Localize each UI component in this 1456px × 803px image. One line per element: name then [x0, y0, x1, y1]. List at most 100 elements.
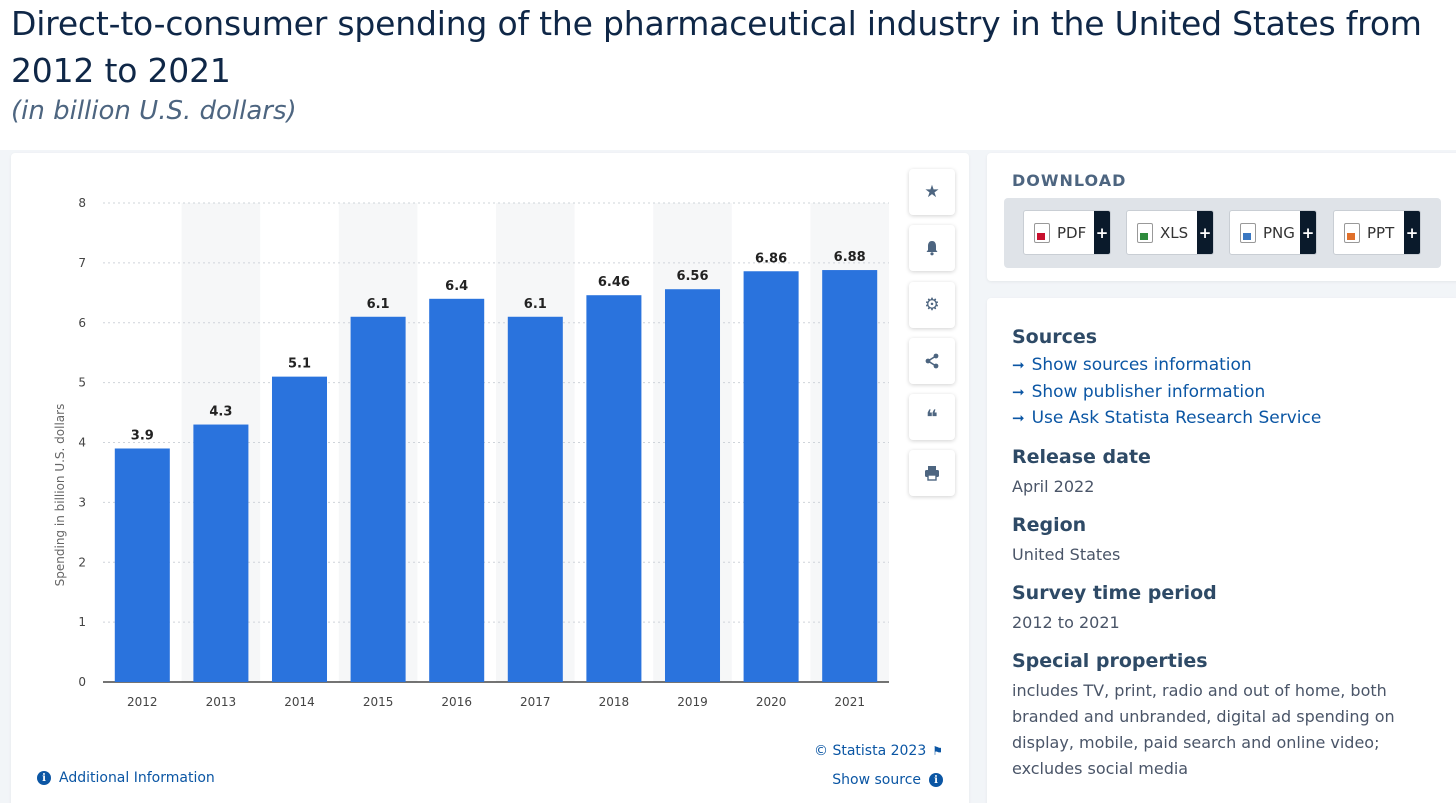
bell-icon [926, 241, 938, 256]
region-heading: Region [1012, 514, 1087, 536]
y-tick-label: 7 [78, 256, 86, 270]
x-tick-label: 2016 [441, 695, 472, 709]
show-source-label: Show source [832, 772, 921, 788]
info-icon: i [929, 773, 943, 787]
bar-value-label: 6.1 [524, 297, 547, 312]
y-axis-title: Spending in billion U.S. dollars [53, 404, 67, 587]
additional-information-label: Additional Information [59, 770, 215, 786]
release-date-section: Release date April 2022 [1012, 446, 1452, 500]
star-icon: ★ [924, 182, 940, 202]
bar-value-label: 6.86 [755, 251, 787, 266]
share-button[interactable] [909, 338, 955, 384]
plus-icon[interactable]: + [1300, 211, 1316, 254]
bar-value-label: 6.4 [445, 279, 468, 294]
bar-value-label: 3.9 [131, 428, 154, 443]
y-tick-label: 5 [78, 376, 86, 390]
y-tick-label: 0 [78, 675, 86, 689]
print-button[interactable] [909, 450, 955, 496]
x-tick-label: 2014 [284, 695, 315, 709]
y-tick-label: 3 [78, 495, 86, 509]
download-png-label: PNG [1263, 223, 1295, 242]
pdf-file-icon [1034, 222, 1050, 243]
x-tick-label: 2018 [599, 695, 630, 709]
page-subtitle: (in billion U.S. dollars) [11, 96, 297, 126]
download-title: DOWNLOAD [1012, 171, 1127, 190]
bar[interactable] [193, 424, 249, 682]
statista-credit[interactable]: © Statista 2023 ⚑ [814, 743, 943, 759]
link-label: Show sources information [1031, 355, 1252, 376]
x-tick-label: 2020 [756, 695, 787, 709]
bar[interactable] [114, 448, 170, 682]
bar-value-label: 5.1 [288, 357, 311, 372]
link-label: Use Ask Statista Research Service [1031, 408, 1322, 429]
x-tick-label: 2015 [363, 695, 394, 709]
sources-section: Sources ➞ Show sources information ➞ Sho… [1012, 326, 1452, 432]
cite-button[interactable]: ❝ [909, 394, 955, 440]
settings-button[interactable]: ⚙ [909, 282, 955, 328]
quote-icon: ❝ [926, 405, 938, 429]
ask-statista-research-link[interactable]: ➞ Use Ask Statista Research Service [1012, 405, 1452, 432]
special-properties-value: includes TV, print, radio and out of hom… [1012, 681, 1395, 778]
special-properties-heading: Special properties [1012, 650, 1208, 672]
download-xls-button[interactable]: XLS + [1126, 210, 1214, 255]
bar[interactable] [743, 271, 799, 682]
print-icon [925, 466, 939, 481]
download-pdf-button[interactable]: PDF + [1023, 210, 1111, 255]
region-section: Region United States [1012, 514, 1452, 568]
download-pdf-label: PDF [1057, 223, 1087, 242]
page-title: Direct-to-consumer spending of the pharm… [11, 4, 1422, 90]
bar-value-label: 6.46 [598, 275, 630, 290]
release-date-value: April 2022 [1012, 477, 1095, 496]
gear-icon: ⚙ [924, 295, 940, 315]
survey-period-value: 2012 to 2021 [1012, 613, 1120, 632]
bar[interactable] [822, 270, 878, 682]
plus-icon[interactable]: + [1404, 211, 1420, 254]
credit-text: © Statista 2023 [814, 743, 927, 759]
bar[interactable] [429, 298, 485, 682]
download-xls-label: XLS [1160, 223, 1189, 242]
survey-period-heading: Survey time period [1012, 582, 1217, 604]
release-date-heading: Release date [1012, 446, 1151, 468]
y-tick-label: 4 [78, 436, 86, 450]
plus-icon[interactable]: + [1094, 211, 1110, 254]
bar[interactable] [507, 316, 563, 682]
bar-value-label: 4.3 [209, 405, 232, 420]
info-icon: i [37, 771, 51, 785]
bar[interactable] [664, 289, 721, 682]
download-panel: DOWNLOAD PDF + XLS + PNG + PPT + [987, 153, 1456, 281]
y-tick-label: 2 [78, 555, 86, 569]
y-tick-label: 1 [78, 615, 86, 629]
special-properties-section: Special properties includes TV, print, r… [1012, 650, 1452, 782]
show-source-link[interactable]: Show source i [832, 772, 943, 788]
survey-period-section: Survey time period 2012 to 2021 [1012, 582, 1452, 636]
bar-value-label: 6.88 [834, 250, 866, 265]
xls-file-icon [1137, 222, 1153, 243]
bar-value-label: 6.56 [676, 269, 708, 284]
download-buttons: PDF + XLS + PNG + PPT + [1004, 198, 1441, 268]
x-tick-label: 2012 [127, 695, 158, 709]
notification-button[interactable] [909, 225, 955, 271]
chart-card: 3.9 4.3 5.1 6.1 6.4 6.1 6.46 6.56 6.86 6.88 2012 2… [11, 153, 969, 803]
statistic-details-panel: Sources ➞ Show sources information ➞ Sho… [987, 298, 1456, 803]
bar[interactable] [586, 295, 642, 682]
y-tick-label: 8 [78, 196, 86, 210]
arrow-right-icon: ➞ [1012, 356, 1025, 375]
plus-icon[interactable]: + [1197, 211, 1213, 254]
page-header: Direct-to-consumer spending of the pharm… [0, 0, 1456, 150]
png-file-icon [1240, 222, 1256, 243]
download-ppt-button[interactable]: PPT + [1333, 210, 1421, 255]
bar-value-label: 6.1 [367, 297, 390, 312]
show-sources-information-link[interactable]: ➞ Show sources information [1012, 352, 1452, 379]
favorite-button[interactable]: ★ [909, 169, 955, 215]
arrow-right-icon: ➞ [1012, 382, 1025, 401]
y-tick-label: 6 [78, 316, 86, 330]
share-icon [925, 353, 939, 369]
link-label: Show publisher information [1031, 381, 1266, 402]
bar[interactable] [271, 376, 328, 682]
bar[interactable] [350, 316, 406, 682]
region-value: United States [1012, 545, 1121, 564]
bar-chart: 3.9 4.3 5.1 6.1 6.4 6.1 6.46 6.56 6.86 6.88 2012 2… [53, 196, 889, 709]
show-publisher-information-link[interactable]: ➞ Show publisher information [1012, 379, 1452, 406]
additional-information-link[interactable]: i Additional Information [37, 770, 215, 786]
download-png-button[interactable]: PNG + [1229, 210, 1317, 255]
